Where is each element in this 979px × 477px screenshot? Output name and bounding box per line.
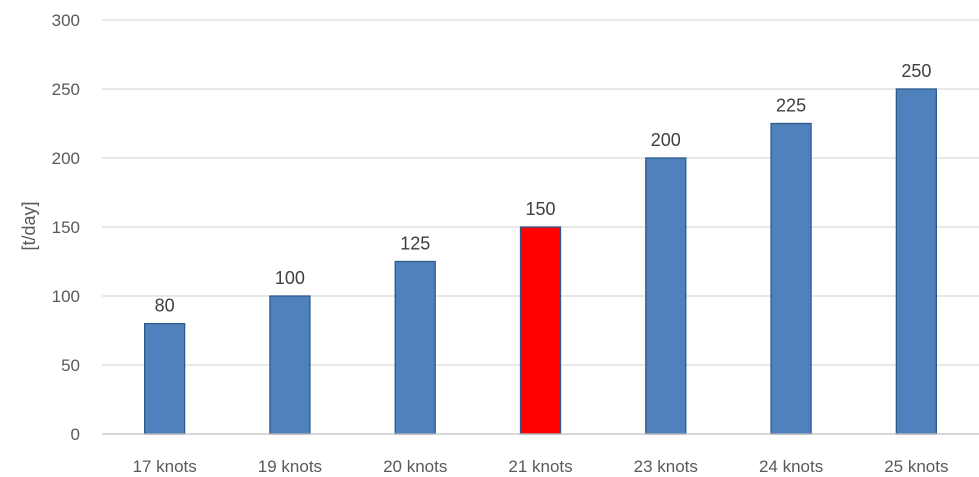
y-tick-label: 250 (52, 80, 80, 99)
x-axis-ticks: 17 knots 19 knots 20 knots 21 knots 23 knots… (133, 457, 949, 476)
data-label: 150 (525, 199, 555, 219)
data-label: 250 (901, 61, 931, 81)
y-tick-label: 150 (52, 218, 80, 237)
y-axis-ticks: 0 50 100 150 200 250 300 (52, 11, 80, 444)
data-label: 100 (275, 268, 305, 288)
y-tick-label: 50 (61, 356, 80, 375)
y-tick-label: 0 (71, 425, 80, 444)
x-tick-label: 17 knots (133, 457, 197, 476)
bar (143, 322, 186, 435)
data-label: 80 (155, 296, 175, 316)
y-tick-label: 300 (52, 11, 80, 30)
bar (770, 122, 812, 435)
x-tick-label: 23 knots (634, 457, 698, 476)
bar (895, 88, 938, 435)
bar (519, 226, 562, 435)
bars (143, 88, 938, 435)
y-tick-label: 200 (52, 149, 80, 168)
y-axis-label: [t/day] (19, 201, 39, 250)
data-label: 225 (776, 96, 806, 116)
x-tick-label: 19 knots (258, 457, 322, 476)
y-tick-label: 100 (52, 287, 80, 306)
data-label: 200 (651, 130, 681, 150)
x-tick-label: 20 knots (383, 457, 447, 476)
x-tick-label: 24 knots (759, 457, 823, 476)
x-tick-label: 21 knots (508, 457, 572, 476)
data-labels: 80 100 125 150 200 225 250 (155, 61, 932, 316)
data-label: 125 (400, 234, 430, 254)
bar (394, 260, 436, 435)
bar (645, 157, 687, 435)
bar (269, 295, 311, 435)
x-tick-label: 25 knots (884, 457, 948, 476)
